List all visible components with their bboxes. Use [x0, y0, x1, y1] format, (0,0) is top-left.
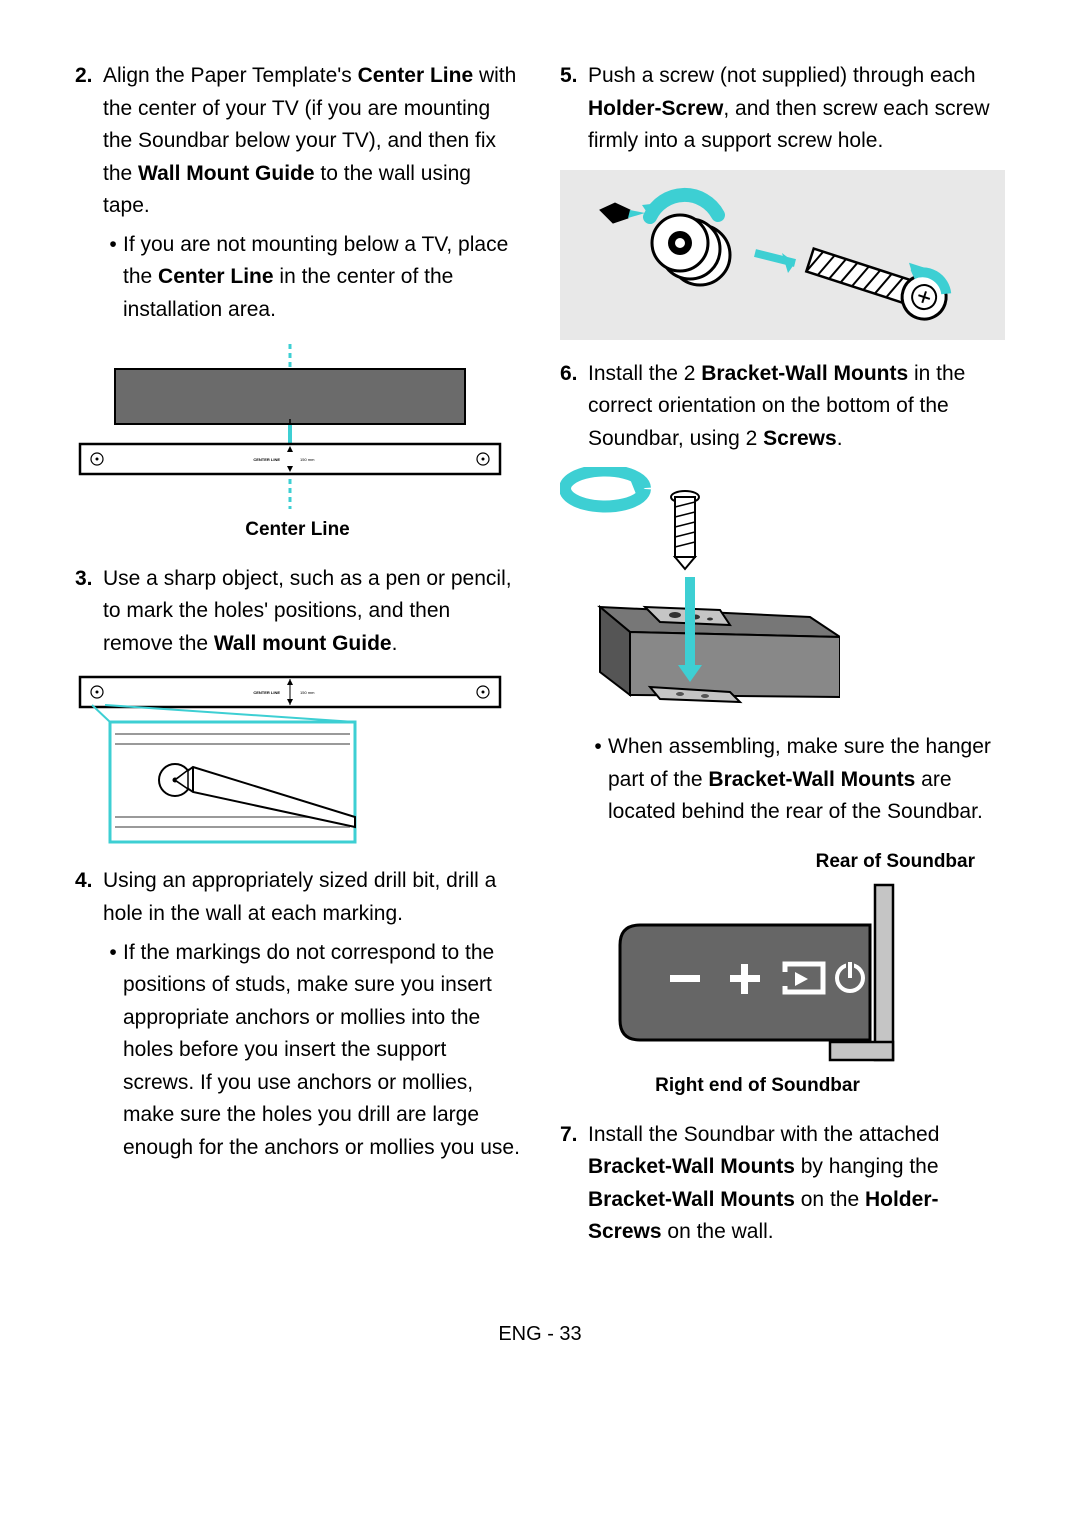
s6-t4: .: [837, 427, 843, 450]
mark-holes-diagram-icon: CENTER LINE 150 mm: [75, 672, 505, 847]
step-6: 6. Install the 2 Bracket-Wall Mounts in …: [560, 358, 1005, 456]
s4-text: Using an appropriately sized drill bit, …: [103, 869, 496, 925]
step-2-bullet-text: If you are not mounting below a TV, plac…: [123, 229, 520, 327]
figure-bracket-install: [560, 467, 1005, 707]
bullet-marker: •: [588, 731, 608, 829]
step-6-bullet-wrap: • When assembling, make sure the hanger …: [560, 725, 1005, 835]
figure-2-caption: Center Line: [75, 515, 520, 544]
s7-t0: Install the Soundbar with the attached: [588, 1123, 939, 1146]
s7-t6: on the wall.: [662, 1220, 774, 1243]
fig6b-caption-top: Rear of Soundbar: [590, 847, 975, 876]
step-4-bullet-text: If the markings do not correspond to the…: [123, 937, 520, 1165]
step-4-bullets: • If the markings do not correspond to t…: [103, 937, 520, 1165]
step-6-text: Install the 2 Bracket-Wall Mounts in the…: [588, 358, 1005, 456]
content-columns: 2. Align the Paper Template's Center Lin…: [75, 60, 1005, 1259]
step-5: 5. Push a screw (not supplied) through e…: [560, 60, 1005, 158]
step-2-t3: Wall Mount Guide: [138, 162, 315, 185]
step-3: 3. Use a sharp object, such as a pen or …: [75, 563, 520, 661]
s6-t0: Install the 2: [588, 362, 701, 385]
bracket-install-diagram-icon: [560, 467, 840, 707]
step-5-num: 5.: [560, 60, 588, 158]
s7-t3: Bracket-Wall Mounts: [588, 1188, 795, 1211]
s3-t2: .: [392, 632, 398, 655]
s6b-t1: Bracket-Wall Mounts: [708, 768, 915, 791]
rear-soundbar-diagram-icon: [590, 880, 990, 1065]
step-4: 4. Using an appropriately sized drill bi…: [75, 865, 520, 1170]
step-7: 7. Install the Soundbar with the attache…: [560, 1119, 1005, 1249]
step-2-t0: Align the Paper Template's: [103, 64, 358, 87]
s5-t0: Push a screw (not supplied) through each: [588, 64, 976, 87]
bullet-marker: •: [103, 229, 123, 327]
holder-screw-diagram-icon: [580, 185, 980, 325]
svg-text:CENTER LINE: CENTER LINE: [253, 457, 280, 462]
step-2-t1: Center Line: [358, 64, 474, 87]
right-column: 5. Push a screw (not supplied) through e…: [560, 60, 1005, 1259]
step-7-text: Install the Soundbar with the attached B…: [588, 1119, 1005, 1249]
svg-text:CENTER LINE: CENTER LINE: [253, 690, 280, 695]
step-2: 2. Align the Paper Template's Center Lin…: [75, 60, 520, 332]
step-5-text: Push a screw (not supplied) through each…: [588, 60, 1005, 158]
step-4-text: Using an appropriately sized drill bit, …: [103, 865, 520, 1170]
left-column: 2. Align the Paper Template's Center Lin…: [75, 60, 520, 1259]
figure-rear-soundbar: Rear of Soundbar: [590, 847, 1005, 1101]
step-3-num: 3.: [75, 563, 103, 661]
grey-box: [560, 170, 1005, 340]
bullet-marker: •: [103, 937, 123, 1165]
svg-text:150 mm: 150 mm: [300, 457, 315, 462]
figure-center-line: CENTER LINE 150 mm Center Line: [75, 344, 520, 544]
s7-t1: Bracket-Wall Mounts: [588, 1155, 795, 1178]
page-footer: ENG - 33: [75, 1319, 1005, 1350]
step-6-bullets: • When assembling, make sure the hanger …: [588, 731, 1005, 829]
step-6-bullet-1: • When assembling, make sure the hanger …: [588, 731, 1005, 829]
s7-t4: on the: [795, 1188, 865, 1211]
step-2-num: 2.: [75, 60, 103, 332]
step-6-bullet-text: When assembling, make sure the hanger pa…: [608, 731, 1005, 829]
fig6b-caption-bottom: Right end of Soundbar: [510, 1071, 1005, 1100]
step-4-num: 4.: [75, 865, 103, 1170]
spacer: [560, 725, 588, 835]
svg-text:150 mm: 150 mm: [300, 690, 315, 695]
s5-t1: Holder-Screw: [588, 97, 723, 120]
step-2-text: Align the Paper Template's Center Line w…: [103, 60, 520, 332]
s6-t1: Bracket-Wall Mounts: [701, 362, 908, 385]
figure-holder-screw: [560, 170, 1005, 340]
step-6-bullet-block: • When assembling, make sure the hanger …: [588, 725, 1005, 835]
step-4-bullet-1: • If the markings do not correspond to t…: [103, 937, 520, 1165]
s3-t1: Wall mount Guide: [214, 632, 392, 655]
step-2-bullets: • If you are not mounting below a TV, pl…: [103, 229, 520, 327]
figure-mark-holes: CENTER LINE 150 mm: [75, 672, 520, 847]
s7-t2: by hanging the: [795, 1155, 939, 1178]
step-6-num: 6.: [560, 358, 588, 456]
s6-t3: Screws: [763, 427, 837, 450]
step-2-bullet-1: • If you are not mounting below a TV, pl…: [103, 229, 520, 327]
s2b-t1: Center Line: [158, 265, 274, 288]
step-3-text: Use a sharp object, such as a pen or pen…: [103, 563, 520, 661]
center-line-diagram-icon: CENTER LINE 150 mm: [75, 344, 505, 509]
step-7-num: 7.: [560, 1119, 588, 1249]
